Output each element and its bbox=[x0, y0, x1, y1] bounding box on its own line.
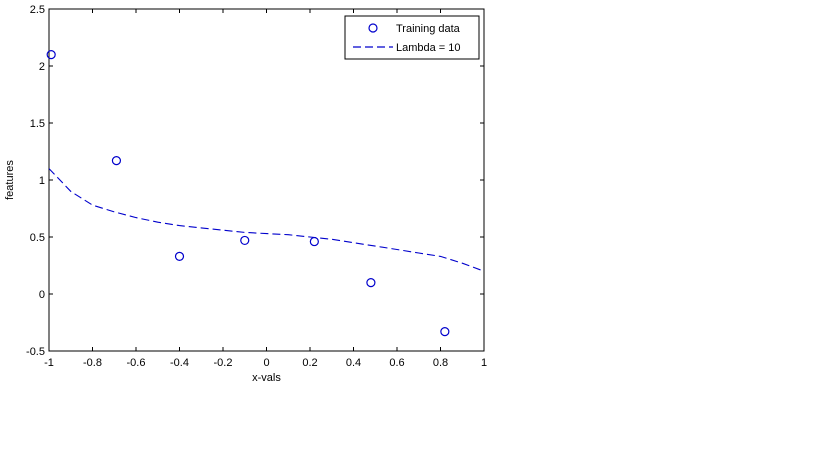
y-axis-ticks: -0.5 0 0.5 1 1.5 2 2.5 bbox=[26, 4, 484, 358]
x-tick-label: -0.2 bbox=[214, 357, 233, 369]
y-tick-label: 1.5 bbox=[30, 118, 45, 130]
y-tick-label: 0.5 bbox=[30, 232, 45, 244]
x-tick-label: 0.2 bbox=[302, 357, 317, 369]
x-tick-label: 0 bbox=[263, 357, 269, 369]
training-data-point bbox=[366, 278, 376, 288]
x-tick-label: -1 bbox=[44, 357, 54, 369]
training-data-point bbox=[309, 236, 319, 247]
training-data-point bbox=[46, 49, 56, 60]
x-tick-label: 0.4 bbox=[346, 357, 361, 369]
legend-marker-training-data bbox=[368, 23, 378, 33]
plot-area-frame bbox=[48, 8, 485, 352]
x-tick-label: 1 bbox=[481, 357, 487, 369]
x-tick-label: 0.6 bbox=[389, 357, 404, 369]
x-tick-label: -0.6 bbox=[127, 357, 146, 369]
y-tick-label: 1 bbox=[39, 175, 45, 187]
training-data-point bbox=[111, 156, 122, 166]
y-tick-label: 2 bbox=[39, 61, 45, 73]
series-layer bbox=[46, 49, 484, 337]
y-tick-label: 0 bbox=[39, 289, 45, 301]
x-axis-label: x-vals bbox=[252, 372, 281, 384]
x-tick-label: -0.8 bbox=[83, 357, 102, 369]
regularized-fit-line bbox=[49, 168, 484, 272]
legend: Training data Lambda = 10 bbox=[344, 15, 480, 60]
y-tick-label: 2.5 bbox=[30, 4, 45, 16]
legend-box bbox=[344, 15, 480, 60]
x-tick-label: -0.4 bbox=[170, 357, 189, 369]
training-data-point bbox=[174, 251, 185, 261]
y-tick-label: -0.5 bbox=[26, 346, 45, 358]
training-data-point bbox=[440, 327, 450, 337]
x-tick-label: 0.8 bbox=[433, 357, 448, 369]
y-axis-label: features bbox=[4, 160, 16, 200]
legend-entry-training-data: Training data bbox=[396, 23, 461, 35]
x-axis-ticks: -1 -0.8 -0.6 -0.4 -0.2 0 0.2 0.4 0.6 0.8 1 bbox=[44, 9, 487, 369]
training-data-point bbox=[240, 235, 250, 246]
axes: -1 -0.8 -0.6 -0.4 -0.2 0 0.2 0.4 0.6 0.8 1 -0.5 0 0.… bbox=[4, 4, 487, 384]
legend-entry-lambda-10: Lambda = 10 bbox=[396, 42, 461, 54]
